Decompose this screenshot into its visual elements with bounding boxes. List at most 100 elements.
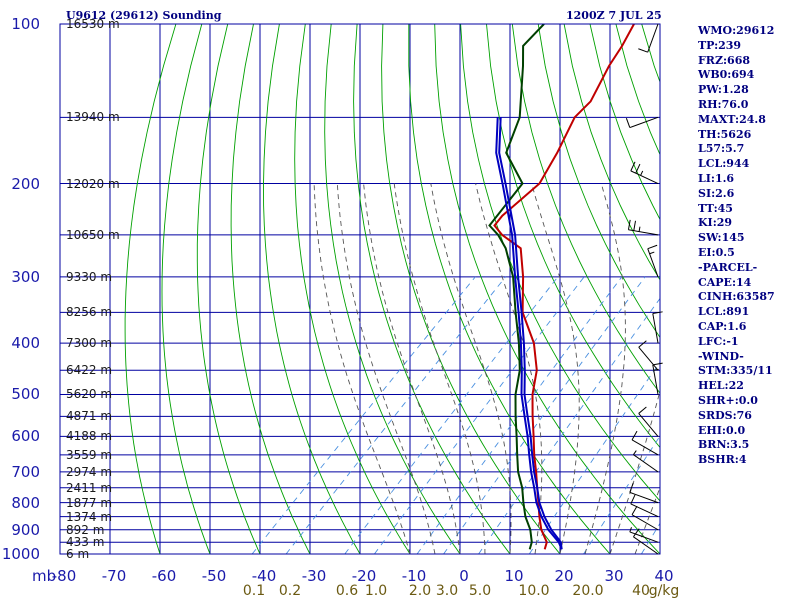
wind-barb	[652, 311, 663, 344]
dry-adiabat	[196, 24, 261, 554]
index-line: CAPE:14	[698, 275, 752, 289]
wind-barb	[638, 340, 659, 371]
wind-barb-feather	[629, 482, 634, 493]
wind-barb-feather	[638, 48, 648, 53]
index-line: -WIND-	[698, 349, 744, 363]
wind-barb-feather	[647, 244, 658, 250]
moist-adiabat	[584, 183, 626, 554]
wind-barb-half-feather	[633, 450, 637, 455]
indices-panel: WMO:29612 TP:239 FRZ:668 WB0:694 PW:1.28…	[698, 24, 798, 468]
wind-barb-feather	[652, 362, 663, 366]
dry-adiabat	[460, 24, 660, 502]
height-label: 7300 m	[66, 336, 113, 351]
temperature-tick-label: -40	[251, 567, 277, 585]
pressure-tick-label: 300	[11, 267, 40, 286]
dry-adiabat	[324, 24, 461, 554]
wind-barb	[633, 528, 659, 555]
wind-barb-staff	[638, 413, 659, 437]
wind-barb-feather	[635, 163, 641, 174]
index-line: RH:76.0	[698, 97, 749, 111]
wind-barb	[629, 527, 659, 543]
moist-adiabat	[363, 183, 461, 554]
parcel2-profile-line	[498, 117, 563, 550]
moist-adiabat	[475, 183, 543, 554]
mixing-ratio-label: 20.0	[572, 583, 604, 599]
wind-barb-staff	[633, 536, 659, 555]
wind-barb-half-feather	[629, 527, 632, 533]
dry-adiabat	[124, 24, 177, 554]
index-line: MAXT:24.8	[698, 112, 766, 126]
wind-barb-staff	[652, 313, 659, 344]
mixing-ratio-label: 0.2	[278, 583, 302, 599]
wind-barb-staff	[633, 454, 659, 473]
index-line: TP:239	[698, 38, 742, 52]
dry-adiabat	[353, 24, 511, 554]
temperature-tick-label: 10	[504, 567, 524, 585]
wind-barb	[631, 430, 659, 456]
height-label: 433 m	[66, 535, 105, 550]
dry-adiabat	[563, 24, 660, 281]
wind-barb-feather	[627, 219, 631, 230]
wind-barb-staff	[628, 229, 659, 236]
height-label: 12020 m	[66, 176, 120, 191]
wind-barb	[647, 244, 659, 278]
wind-barb-half-feather	[649, 251, 655, 255]
wind-barb-feather	[630, 161, 636, 172]
wind-barb	[631, 505, 659, 531]
dewpoint-profile-line	[488, 24, 545, 550]
wind-barb-feather	[625, 118, 631, 128]
index-line: SHR+:0.0	[698, 393, 758, 407]
index-line: SI:2.6	[698, 186, 735, 200]
height-label: 10650 m	[66, 227, 120, 242]
wind-barb-feather	[638, 406, 647, 414]
mixing-ratio-label: 2.0	[408, 583, 432, 599]
mixing-ratio-label: 0.6	[335, 583, 359, 599]
temperature-tick-label: 40	[654, 567, 674, 585]
moist-adiabat	[430, 183, 512, 554]
mixing-ratio-line	[374, 276, 585, 554]
index-line: HEL:22	[698, 379, 744, 393]
index-line: PW:1.28	[698, 83, 749, 97]
pressure-tick-label: 200	[11, 174, 40, 193]
dry-adiabat	[230, 24, 311, 554]
wind-barb-staff	[647, 23, 659, 53]
parcel-profile-line	[495, 117, 563, 550]
index-line: -PARCEL-	[698, 260, 758, 274]
index-line: KI:29	[698, 216, 733, 230]
dry-adiabat	[434, 24, 660, 554]
index-line: EHI:0.0	[698, 423, 746, 437]
index-line: TH:5626	[698, 127, 752, 141]
height-label: 3559 m	[66, 447, 113, 462]
height-label: 892 m	[66, 522, 105, 537]
pressure-unit-label: mb	[32, 567, 57, 585]
height-label: 8256 m	[66, 305, 113, 320]
mixing-ratio-label: 3.0	[435, 583, 459, 599]
wind-barb-staff	[631, 439, 659, 456]
index-line: WB0:694	[698, 68, 755, 82]
index-line: TT:45	[698, 201, 733, 215]
height-label: 9330 m	[66, 269, 113, 284]
wind-barb-feather	[633, 528, 640, 538]
wind-barb-staff	[647, 248, 659, 278]
wind-barb	[630, 161, 659, 184]
wind-barb	[629, 482, 659, 504]
wind-barb-feather	[631, 505, 638, 515]
mixing-ratio-line	[478, 297, 660, 554]
temperature-tick-label: -50	[201, 567, 227, 585]
wind-barb	[633, 450, 659, 473]
wind-barb-staff	[631, 514, 659, 531]
mixing-ratio-label: g/kg	[648, 583, 680, 599]
index-line: CINH:63587	[698, 290, 775, 304]
pressure-tick-label: 600	[11, 427, 40, 446]
index-line: LCL:891	[698, 305, 750, 319]
dry-adiabat	[486, 24, 660, 449]
wind-barb-staff	[629, 491, 659, 504]
dry-adiabat	[408, 24, 611, 554]
dry-adiabat	[381, 24, 561, 554]
dry-adiabat	[161, 24, 211, 554]
temperature-tick-label: 30	[604, 567, 624, 585]
wind-barb-feather	[633, 220, 637, 231]
index-line: CAP:1.6	[698, 319, 747, 333]
moist-adiabat	[336, 183, 436, 554]
wind-barb	[627, 219, 659, 236]
